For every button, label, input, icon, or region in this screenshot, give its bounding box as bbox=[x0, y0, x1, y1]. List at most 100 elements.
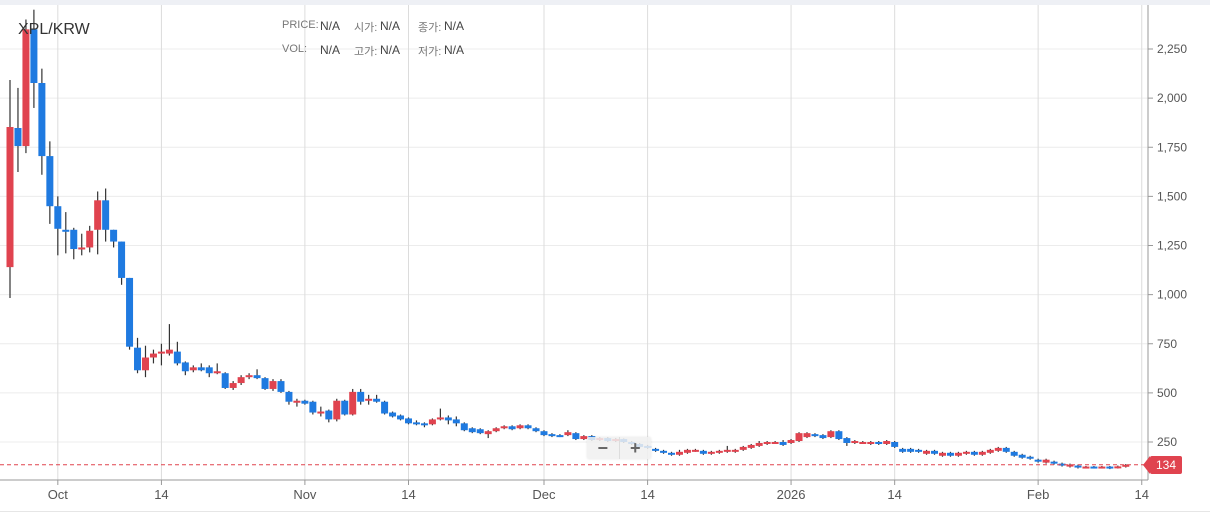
candle-body bbox=[126, 277, 134, 347]
candle bbox=[1026, 455, 1034, 460]
candle bbox=[532, 427, 540, 433]
candle bbox=[189, 365, 197, 373]
candle-body bbox=[683, 449, 691, 453]
candle-body bbox=[580, 436, 588, 440]
candle-body bbox=[317, 411, 325, 414]
candle-body bbox=[365, 398, 373, 401]
candle bbox=[970, 450, 978, 456]
x-tick-label: Dec bbox=[532, 487, 556, 502]
candle bbox=[683, 448, 691, 454]
x-tick-label: 14 bbox=[1135, 487, 1149, 502]
candle bbox=[1018, 453, 1026, 459]
candle-body bbox=[1066, 464, 1074, 467]
candle bbox=[771, 441, 779, 444]
candle bbox=[436, 408, 444, 421]
candle bbox=[78, 233, 86, 256]
candle bbox=[229, 381, 237, 390]
low-label: 저가: bbox=[418, 46, 442, 58]
candle bbox=[181, 361, 189, 376]
y-tick-label: 500 bbox=[1157, 386, 1177, 400]
candle-body bbox=[269, 381, 277, 389]
candle bbox=[285, 390, 293, 405]
candle-body bbox=[484, 431, 492, 435]
candle-body bbox=[189, 367, 197, 371]
candle-body bbox=[652, 448, 660, 451]
candle bbox=[652, 447, 660, 452]
candle-body bbox=[405, 418, 412, 424]
candle-body bbox=[237, 377, 245, 384]
candle bbox=[30, 9, 38, 108]
candle bbox=[428, 418, 436, 426]
candle bbox=[293, 398, 301, 407]
x-tick-label: 2026 bbox=[777, 487, 806, 502]
y-tick-label: 1,500 bbox=[1157, 189, 1187, 203]
candle-body bbox=[301, 400, 309, 404]
candle bbox=[883, 440, 891, 445]
candle bbox=[412, 420, 420, 426]
candle bbox=[62, 212, 70, 254]
x-tick-label: 14 bbox=[154, 487, 168, 502]
candle-body bbox=[277, 381, 285, 392]
candle bbox=[1122, 464, 1130, 468]
candle bbox=[205, 365, 213, 378]
candle bbox=[277, 379, 285, 393]
candle bbox=[994, 446, 1002, 452]
candle bbox=[723, 445, 731, 453]
candle-body bbox=[867, 442, 875, 444]
candle bbox=[94, 191, 102, 255]
candle-body bbox=[213, 371, 221, 374]
candle-body bbox=[22, 29, 30, 147]
candle bbox=[962, 450, 970, 455]
candle-body bbox=[994, 447, 1002, 451]
candle bbox=[309, 400, 317, 415]
candle-body bbox=[970, 451, 978, 455]
candle bbox=[1050, 460, 1058, 465]
candle bbox=[715, 449, 723, 454]
candle-body bbox=[94, 200, 102, 230]
zoom-in-button[interactable]: + bbox=[618, 437, 652, 459]
candle-body bbox=[54, 206, 62, 229]
candle-body bbox=[412, 422, 420, 425]
candle-body bbox=[420, 423, 428, 426]
candle bbox=[1002, 446, 1010, 453]
candle bbox=[452, 416, 460, 427]
candle-body bbox=[524, 425, 532, 429]
candle bbox=[389, 411, 397, 418]
candle bbox=[946, 451, 954, 457]
price-value: N/A bbox=[320, 19, 341, 33]
candle-body bbox=[779, 442, 787, 445]
candle-body bbox=[221, 373, 229, 388]
candle-body bbox=[691, 449, 699, 452]
candle bbox=[564, 430, 572, 437]
candle bbox=[237, 375, 245, 386]
zoom-out-button[interactable]: − bbox=[597, 438, 608, 458]
candle-body bbox=[70, 229, 78, 250]
candle-body bbox=[428, 419, 436, 425]
candle bbox=[468, 427, 476, 434]
candle bbox=[349, 388, 357, 416]
candle bbox=[86, 225, 94, 253]
candle-body bbox=[341, 400, 349, 415]
candle bbox=[221, 372, 229, 389]
candle bbox=[22, 19, 30, 154]
candle-body bbox=[389, 412, 397, 417]
ohlc-info-panel: PRICE: N/A 시가: N/A 종가: N/A VOL: N/A 고가: … bbox=[282, 19, 484, 59]
candle-body bbox=[229, 383, 237, 388]
candle bbox=[668, 451, 676, 456]
candle bbox=[923, 449, 931, 455]
candle bbox=[803, 432, 811, 439]
candle bbox=[875, 441, 883, 445]
candles bbox=[6, 9, 1130, 470]
candle-body bbox=[1074, 465, 1082, 468]
candle-body bbox=[1010, 451, 1018, 456]
candle bbox=[341, 399, 349, 416]
candle-body bbox=[381, 401, 389, 414]
candle-body bbox=[923, 450, 931, 454]
candle bbox=[245, 373, 253, 380]
candle-body bbox=[30, 29, 38, 83]
candle bbox=[572, 432, 580, 441]
x-tick-label: 14 bbox=[401, 487, 415, 502]
candle-body bbox=[931, 450, 939, 454]
candle-body bbox=[787, 440, 795, 443]
